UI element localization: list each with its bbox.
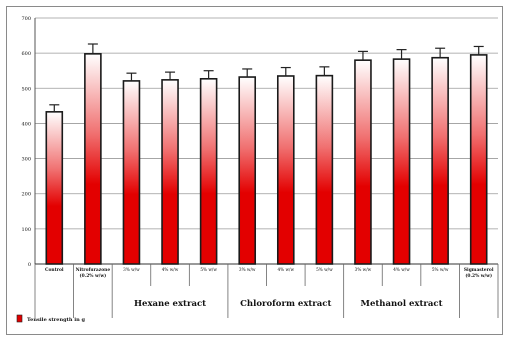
bar [431,56,449,265]
bar [392,58,411,265]
x-tick-label: Nitrofurazone (0.2% w/w) [76,268,111,279]
bar [354,59,372,265]
legend-label: Tensile strength in g [27,317,86,323]
x-tick-label: 3% w/w [239,267,256,272]
bar [45,111,64,265]
y-tick-label: 400 [21,121,31,127]
bar [276,75,295,265]
y-tick-label: 600 [21,51,31,57]
x-tick-label: 4% w/w [278,267,295,272]
bar [161,79,179,265]
group-label: Chloroform extract [240,299,331,309]
x-tick-label: 5% w/w [432,267,449,272]
x-tick-label: 3% w/w [355,267,372,272]
x-tick-label: 3% w/w [123,267,140,272]
x-tick-label: 5% w/w [316,267,333,272]
x-tick-label: 4% w/w [393,267,410,272]
y-tick-label: 700 [21,16,31,22]
y-tick-label: 200 [21,192,31,198]
bar [469,54,488,265]
legend-swatch [16,314,23,323]
y-tick-label: 500 [21,86,31,92]
bar [315,74,334,265]
x-tick-label: 5% w/w [200,267,217,272]
y-tick-label: 0 [28,262,31,268]
bar [238,76,257,265]
group-label: Methanol extract [361,299,443,309]
x-tick-label: Control [45,268,64,273]
y-tick-label: 100 [21,227,31,233]
bar [84,53,102,265]
x-tick-label: 4% w/w [162,267,179,272]
group-label: Hexane extract [134,299,206,309]
bar [199,77,218,265]
y-tick-label: 300 [21,157,31,163]
bar [122,80,141,265]
x-tick-label: Sigmasterol (0.2% w/w) [464,268,494,279]
